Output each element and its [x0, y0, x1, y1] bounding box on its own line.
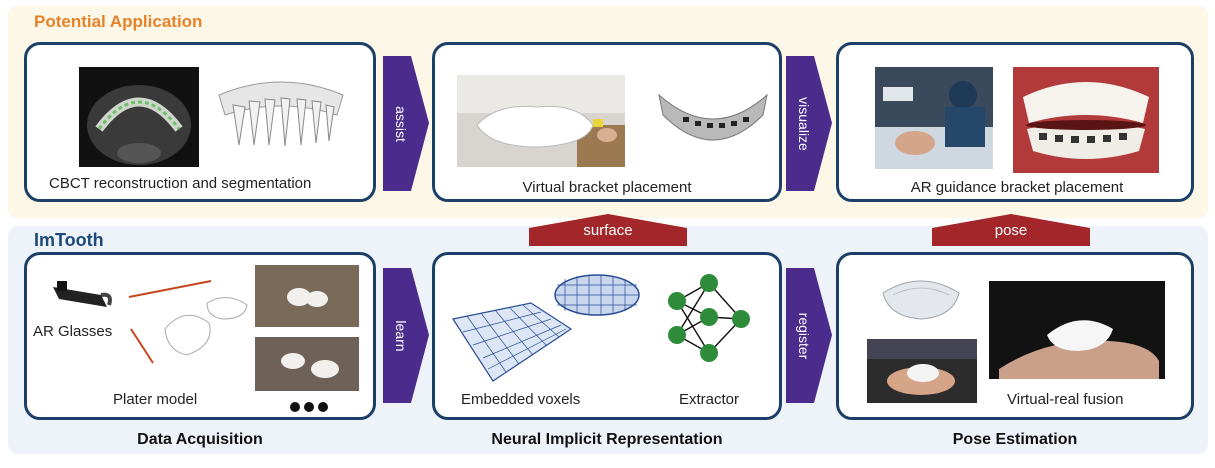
- pose-estimation-title: Pose Estimation: [952, 431, 1078, 448]
- teeth-brackets-photo: [1013, 67, 1159, 173]
- assist-arrow: assist: [383, 56, 429, 191]
- virtual-real-fusion-photo: [989, 281, 1165, 379]
- bracket-placement-photo: [457, 75, 625, 167]
- ar-guidance-caption: AR guidance bracket placement: [910, 179, 1124, 196]
- translucent-model-image: [879, 273, 963, 325]
- connector-lines: [127, 275, 217, 365]
- extractor-label: Extractor: [679, 391, 740, 408]
- panel-cbct: CBCT reconstruction and segmentation: [24, 42, 376, 202]
- panel-pose-estimation: Virtual-real fusion: [836, 252, 1194, 420]
- register-label: register: [796, 312, 812, 360]
- plater-model-label: Plater model: [113, 391, 198, 408]
- captured-photo-2: [255, 337, 359, 391]
- pose-arrow: pose: [932, 214, 1090, 246]
- captured-photo-1: [255, 265, 359, 327]
- surface-arrow: surface: [529, 214, 687, 246]
- voxel-grid-large: [447, 299, 577, 385]
- panel-virtual-bracket: Virtual bracket placement: [432, 42, 782, 202]
- neural-implicit-title: Neural Implicit Representation: [491, 431, 723, 448]
- data-acquisition-title: Data Acquisition: [137, 431, 263, 448]
- imtooth-title: ImTooth: [34, 230, 104, 250]
- cbct-caption: CBCT reconstruction and segmentation: [49, 175, 312, 192]
- voxel-grid-small: [553, 271, 641, 319]
- potential-application-title: Potential Application: [34, 12, 203, 31]
- segmented-teeth-image: [211, 75, 351, 155]
- cbct-scan-image: [79, 67, 199, 167]
- visualize-arrow: visualize: [786, 56, 832, 191]
- surface-label: surface: [583, 222, 633, 239]
- plaster-models-image: [157, 289, 253, 361]
- visualize-label: visualize: [796, 97, 812, 151]
- ar-glasses-icon: [49, 273, 115, 313]
- virtual-real-fusion-label: Virtual-real fusion: [1007, 391, 1124, 408]
- panel-data-acquisition: AR Glasses Plater model: [24, 252, 376, 420]
- bracket-3d-model: [653, 81, 773, 161]
- assist-label: assist: [393, 106, 409, 142]
- learn-arrow: learn: [383, 268, 429, 403]
- extractor-network-icon: [663, 273, 753, 367]
- virtual-bracket-caption: Virtual bracket placement: [522, 179, 692, 196]
- more-dots-icon: [289, 401, 329, 413]
- learn-label: learn: [393, 320, 409, 352]
- pose-label: pose: [994, 222, 1028, 239]
- panel-neural-implicit: Embedded voxels Extractor: [432, 252, 782, 420]
- hand-model-photo: [867, 339, 977, 403]
- register-arrow: register: [786, 268, 832, 403]
- ar-operation-photo: [875, 67, 993, 169]
- embedded-voxels-label: Embedded voxels: [461, 391, 581, 408]
- panel-ar-guidance: AR guidance bracket placement: [836, 42, 1194, 202]
- ar-glasses-label: AR Glasses: [33, 323, 113, 340]
